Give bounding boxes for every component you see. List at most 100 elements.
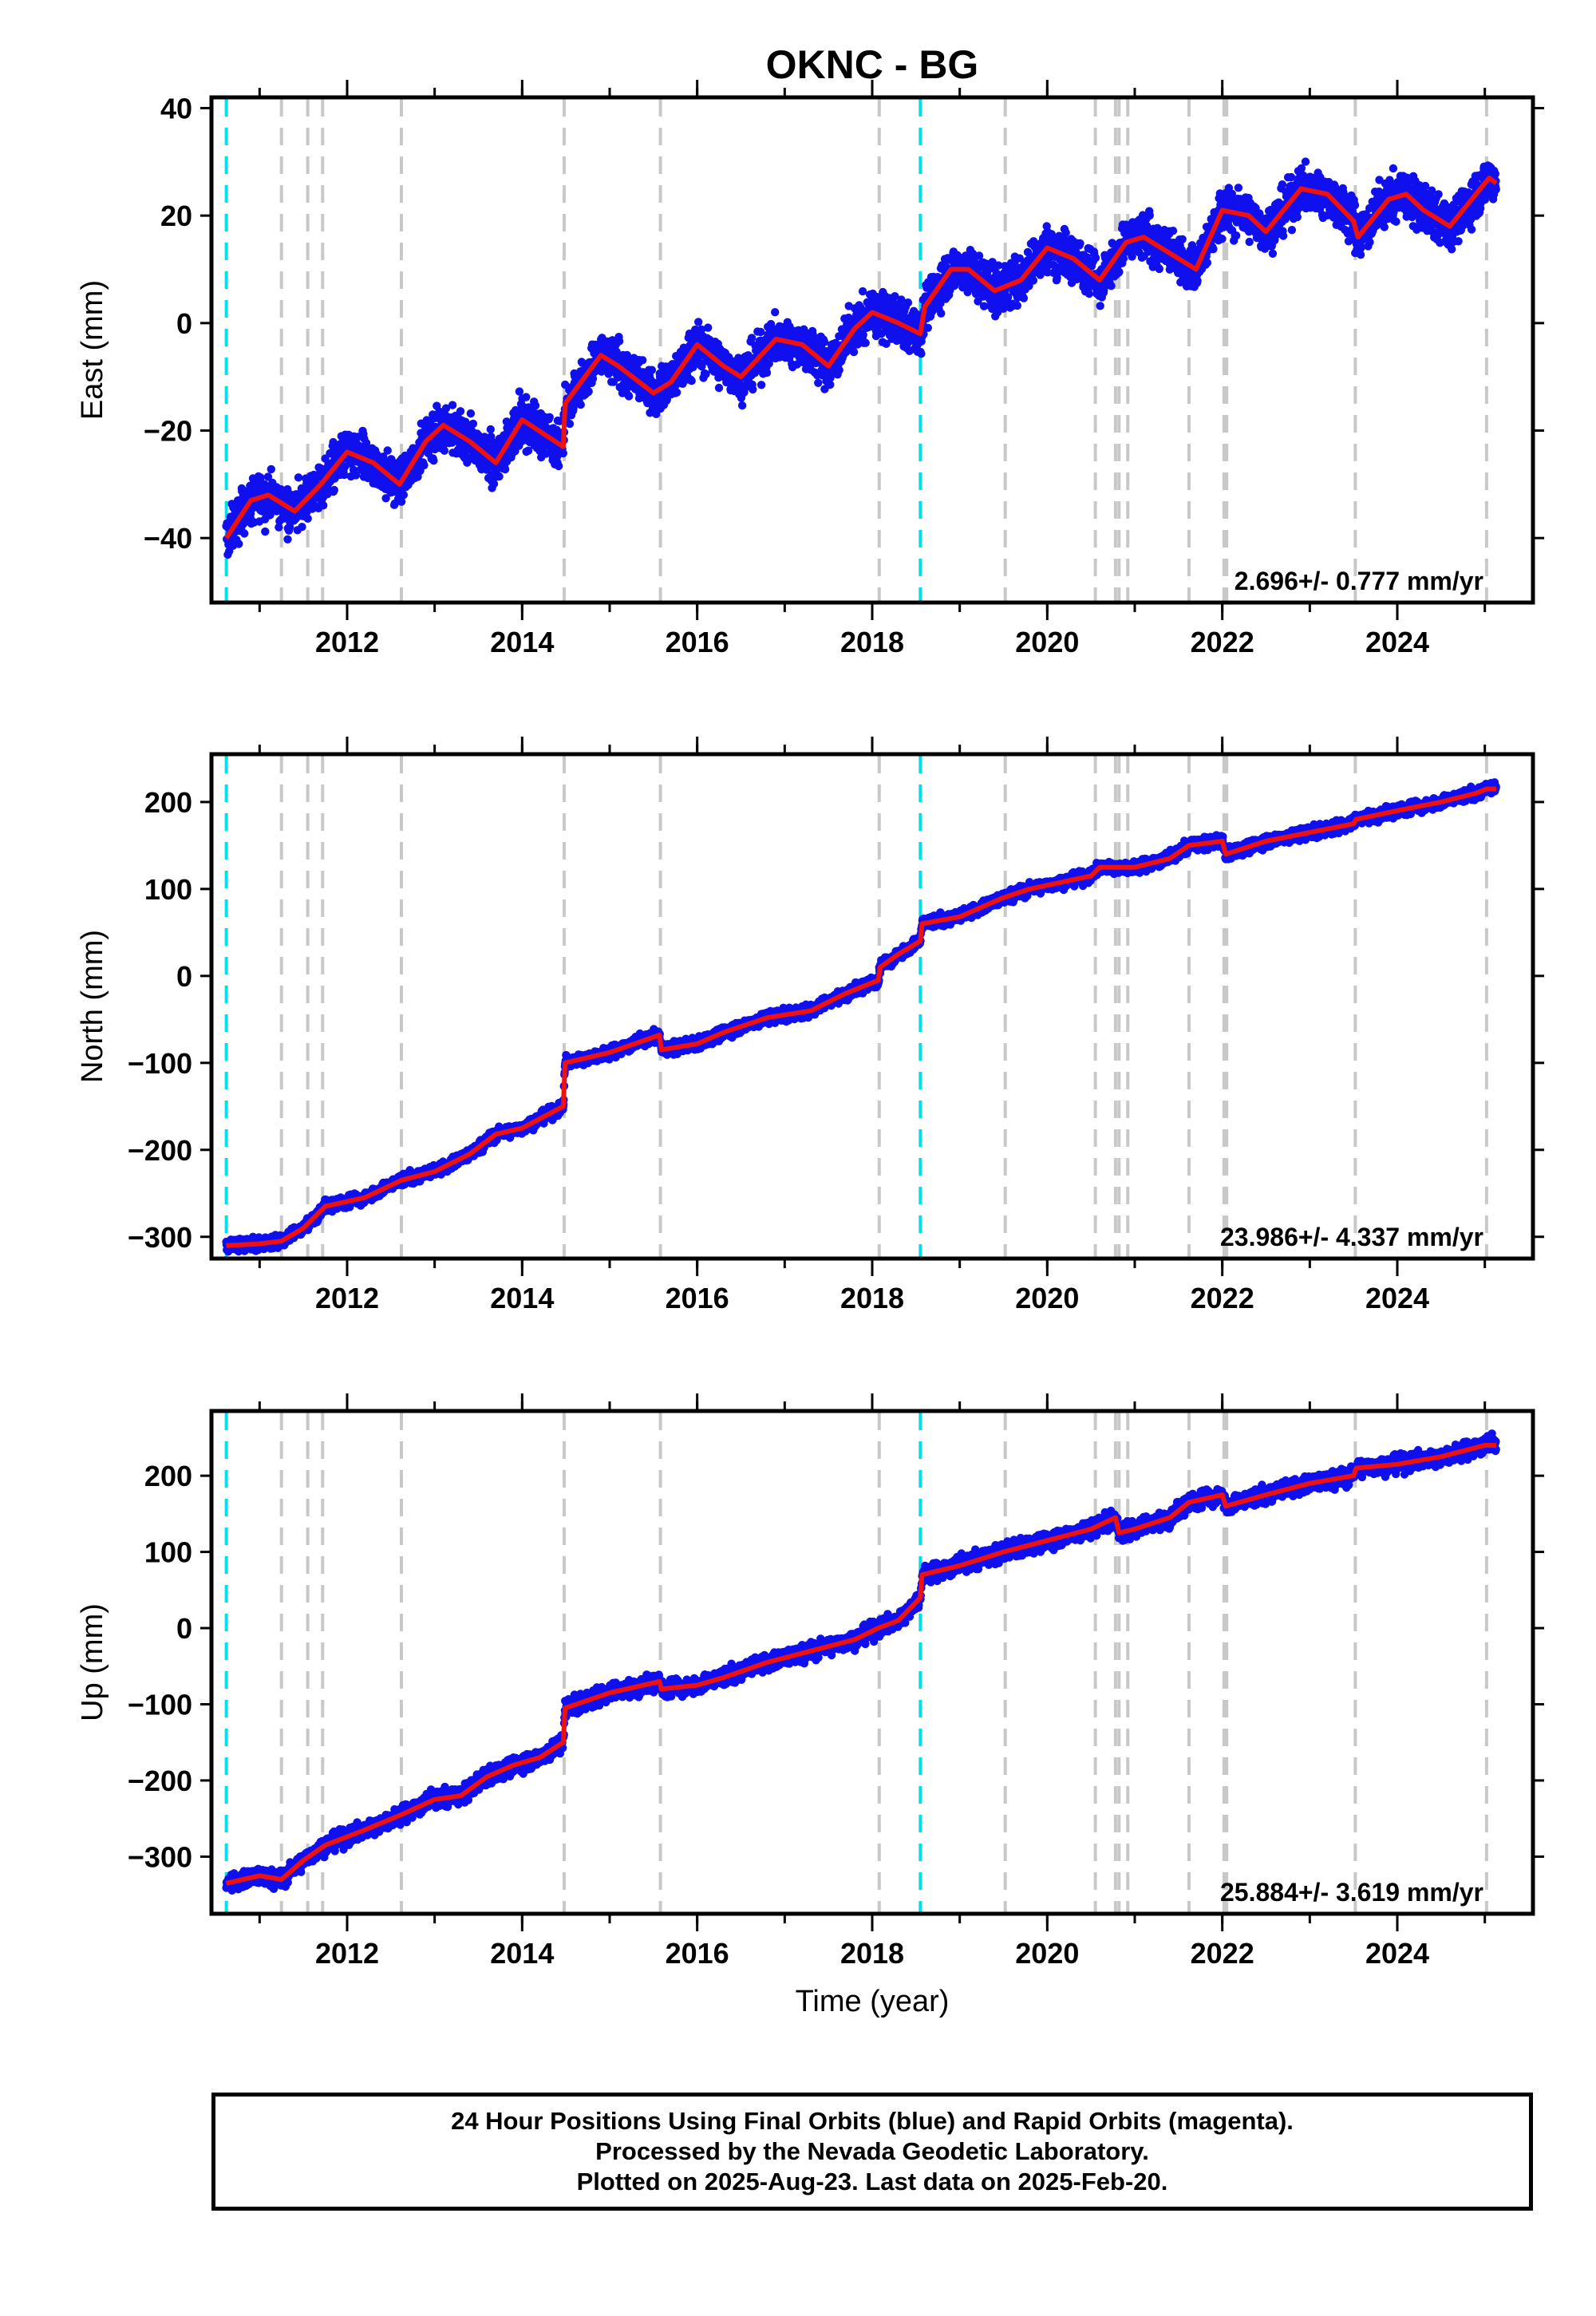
data-point <box>294 473 303 482</box>
data-point <box>937 309 946 318</box>
data-point <box>576 400 585 409</box>
y-tick-label: 20 <box>160 200 192 232</box>
data-point <box>383 446 392 455</box>
data-point <box>672 388 681 397</box>
data-point <box>495 472 504 481</box>
data-point <box>330 485 338 495</box>
data-point <box>531 401 540 410</box>
data-point <box>820 338 829 346</box>
data-point <box>1019 294 1029 302</box>
data-point <box>522 393 531 401</box>
data-point <box>468 419 478 429</box>
data-point <box>489 480 499 488</box>
data-point <box>340 470 349 480</box>
data-point <box>399 490 408 500</box>
data-point <box>687 377 696 385</box>
data-point <box>1380 223 1389 231</box>
data-point <box>515 387 524 396</box>
data-point <box>235 539 243 548</box>
data-point <box>256 473 265 482</box>
data-point <box>341 462 350 471</box>
data-point <box>420 460 429 470</box>
data-point <box>638 356 647 365</box>
data-point <box>440 446 449 455</box>
data-point <box>897 295 906 304</box>
data-point <box>267 464 275 474</box>
data-point <box>704 323 713 332</box>
data-point <box>928 307 937 316</box>
data-point <box>861 338 870 347</box>
data-point <box>397 497 406 506</box>
data-point <box>757 327 765 337</box>
data-point <box>303 514 312 523</box>
data-point <box>565 419 575 429</box>
data-point <box>554 461 563 471</box>
data-point <box>351 471 361 480</box>
data-point <box>429 456 438 465</box>
data-point <box>749 385 757 394</box>
data-point <box>1467 225 1476 234</box>
data-point <box>545 413 554 421</box>
data-point <box>1357 243 1365 252</box>
data-point <box>1029 276 1038 285</box>
data-point <box>523 446 533 455</box>
data-point <box>1178 235 1187 243</box>
data-point <box>1091 253 1100 263</box>
data-point <box>697 362 706 371</box>
plot-frame-east <box>209 95 1535 605</box>
data-point <box>1155 264 1164 274</box>
data-point <box>1209 244 1218 254</box>
data-point <box>999 304 1008 313</box>
data-point <box>1287 226 1297 235</box>
data-point <box>689 362 697 372</box>
data-point <box>1286 172 1296 182</box>
data-point <box>1448 245 1456 254</box>
data-point <box>859 330 867 339</box>
data-point <box>1003 293 1013 302</box>
data-point <box>814 378 823 387</box>
data-point <box>737 401 747 410</box>
data-point <box>1232 231 1241 240</box>
y-tick-label: −40 <box>144 522 192 555</box>
data-point <box>974 297 982 306</box>
data-point <box>757 381 766 389</box>
data-point <box>500 464 510 474</box>
y-tick-label: 40 <box>160 92 192 124</box>
data-point <box>381 494 390 503</box>
data-point <box>1434 190 1443 199</box>
data-point <box>1389 164 1398 173</box>
data-point <box>1145 211 1155 220</box>
data-point <box>584 387 593 396</box>
data-point <box>1076 239 1084 248</box>
data-point <box>903 298 913 307</box>
data-point <box>466 409 476 418</box>
data-point <box>361 438 371 448</box>
data-point <box>994 261 1003 270</box>
data-point <box>1193 276 1202 286</box>
data-point <box>891 292 899 301</box>
data-point <box>826 380 835 389</box>
data-point <box>694 318 703 326</box>
data-point <box>923 323 933 332</box>
data-point <box>826 373 835 382</box>
data-point <box>1010 259 1019 268</box>
data-point <box>624 392 634 401</box>
data-point <box>263 472 273 481</box>
data-point <box>714 383 724 393</box>
data-point <box>1013 301 1022 310</box>
data-point <box>1301 157 1310 166</box>
data-point <box>979 302 989 310</box>
model-fit-line-east <box>224 176 1498 539</box>
data-point <box>319 501 328 510</box>
data-point <box>614 337 624 346</box>
data-point <box>849 347 859 357</box>
data-point <box>1084 289 1094 298</box>
data-point <box>1203 259 1212 267</box>
data-point <box>1491 169 1500 178</box>
data-point <box>771 308 780 317</box>
data-point <box>1293 212 1302 222</box>
data-point <box>487 433 496 441</box>
data-point <box>747 334 757 342</box>
